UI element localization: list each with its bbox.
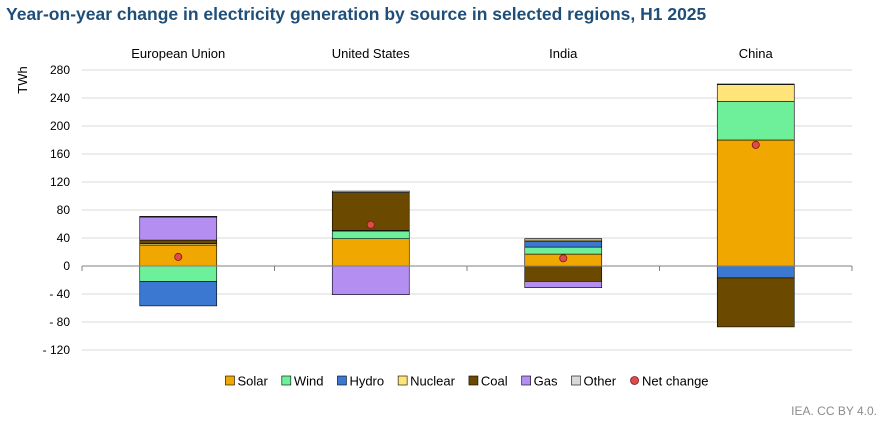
bar-segment-wind xyxy=(716,101,795,141)
bar-segment-gas xyxy=(139,216,218,241)
legend-item-net-change: Net change xyxy=(630,374,709,389)
y-tick-label: - 40 xyxy=(49,287,70,301)
y-tick-label: 160 xyxy=(50,147,70,161)
bar-segment-solar xyxy=(331,238,410,267)
y-tick-label: 80 xyxy=(57,203,71,217)
net-change-marker xyxy=(174,252,183,261)
legend-item-coal: Coal xyxy=(468,374,508,389)
legend-item-other: Other xyxy=(571,374,617,389)
legend-label: Nuclear xyxy=(410,374,455,389)
legend-item-wind: Wind xyxy=(281,374,324,389)
bar-segment-other xyxy=(524,238,603,241)
y-tick-label: 40 xyxy=(57,231,71,245)
legend-swatch xyxy=(397,375,408,386)
y-tick-label: - 120 xyxy=(43,343,71,357)
legend-item-solar: Solar xyxy=(225,374,268,389)
legend-swatch xyxy=(337,375,347,386)
zero-axis xyxy=(81,265,853,271)
legend-label: Other xyxy=(584,374,617,389)
bar-segment-wind xyxy=(524,246,603,255)
bar-segment-hydro xyxy=(524,241,603,248)
region-label: European Union xyxy=(131,46,225,61)
bar-segment-wind xyxy=(331,230,410,239)
bar-segment-coal xyxy=(716,277,795,328)
y-tick-label: 0 xyxy=(63,259,70,273)
y-tick-labels: 280 240 200 160 120 80 40 0 - 40 - 80 - 120 xyxy=(43,63,71,357)
legend-swatch xyxy=(225,375,235,386)
bar-segment-hydro xyxy=(716,265,795,279)
legend-item-hydro: Hydro xyxy=(337,374,384,389)
region-label: United States xyxy=(332,46,411,61)
source-credit: IEA. CC BY 4.0. xyxy=(791,404,877,418)
y-axis-label: TWh xyxy=(15,66,30,93)
net-change-marker xyxy=(559,254,568,263)
bar-segment-gas xyxy=(331,265,410,296)
legend-swatch xyxy=(521,375,531,386)
net-change-marker xyxy=(751,140,760,149)
legend-swatch xyxy=(468,375,479,386)
bars xyxy=(139,83,795,328)
legend-marker xyxy=(630,376,639,385)
bar-segment-solar xyxy=(716,139,795,267)
legend-label: Solar xyxy=(237,374,268,389)
y-tick-label: - 80 xyxy=(49,315,70,329)
net-change-markers xyxy=(174,140,760,263)
net-change-marker xyxy=(366,220,375,229)
chart-title: Year-on-year change in electricity gener… xyxy=(6,4,707,24)
legend-swatch xyxy=(571,375,581,386)
bar-segment-wind xyxy=(139,265,218,282)
y-tick-label: 240 xyxy=(50,91,70,105)
region-label: India xyxy=(549,46,578,61)
legend-swatch xyxy=(281,375,292,386)
y-tick-label: 200 xyxy=(50,119,70,133)
legend-label: Hydro xyxy=(349,374,384,389)
bar-segment-gas xyxy=(524,281,603,288)
y-tick-label: 280 xyxy=(50,63,70,77)
bar-segment-coal xyxy=(139,239,218,244)
bar-segment-other xyxy=(716,83,795,85)
legend-label: Gas xyxy=(534,374,558,389)
region-labels: European Union United States India China xyxy=(131,46,773,61)
bar-segment-other xyxy=(331,190,410,193)
bar-segment-other xyxy=(139,216,218,218)
legend-label: Coal xyxy=(481,374,508,389)
y-tick-label: 120 xyxy=(50,175,70,189)
legend-item-nuclear: Nuclear xyxy=(397,374,456,389)
bar-segment-coal xyxy=(524,265,603,282)
legend-label: Wind xyxy=(294,374,324,389)
bar-segment-nuclear xyxy=(716,84,795,102)
legend-label: Net change xyxy=(642,374,709,389)
region-label: China xyxy=(739,46,774,61)
legend-item-gas: Gas xyxy=(521,374,558,389)
legend: Solar Wind Hydro Nuclear Coal Gas Other Net cha… xyxy=(225,374,709,389)
bar-segment-hydro xyxy=(139,281,218,307)
